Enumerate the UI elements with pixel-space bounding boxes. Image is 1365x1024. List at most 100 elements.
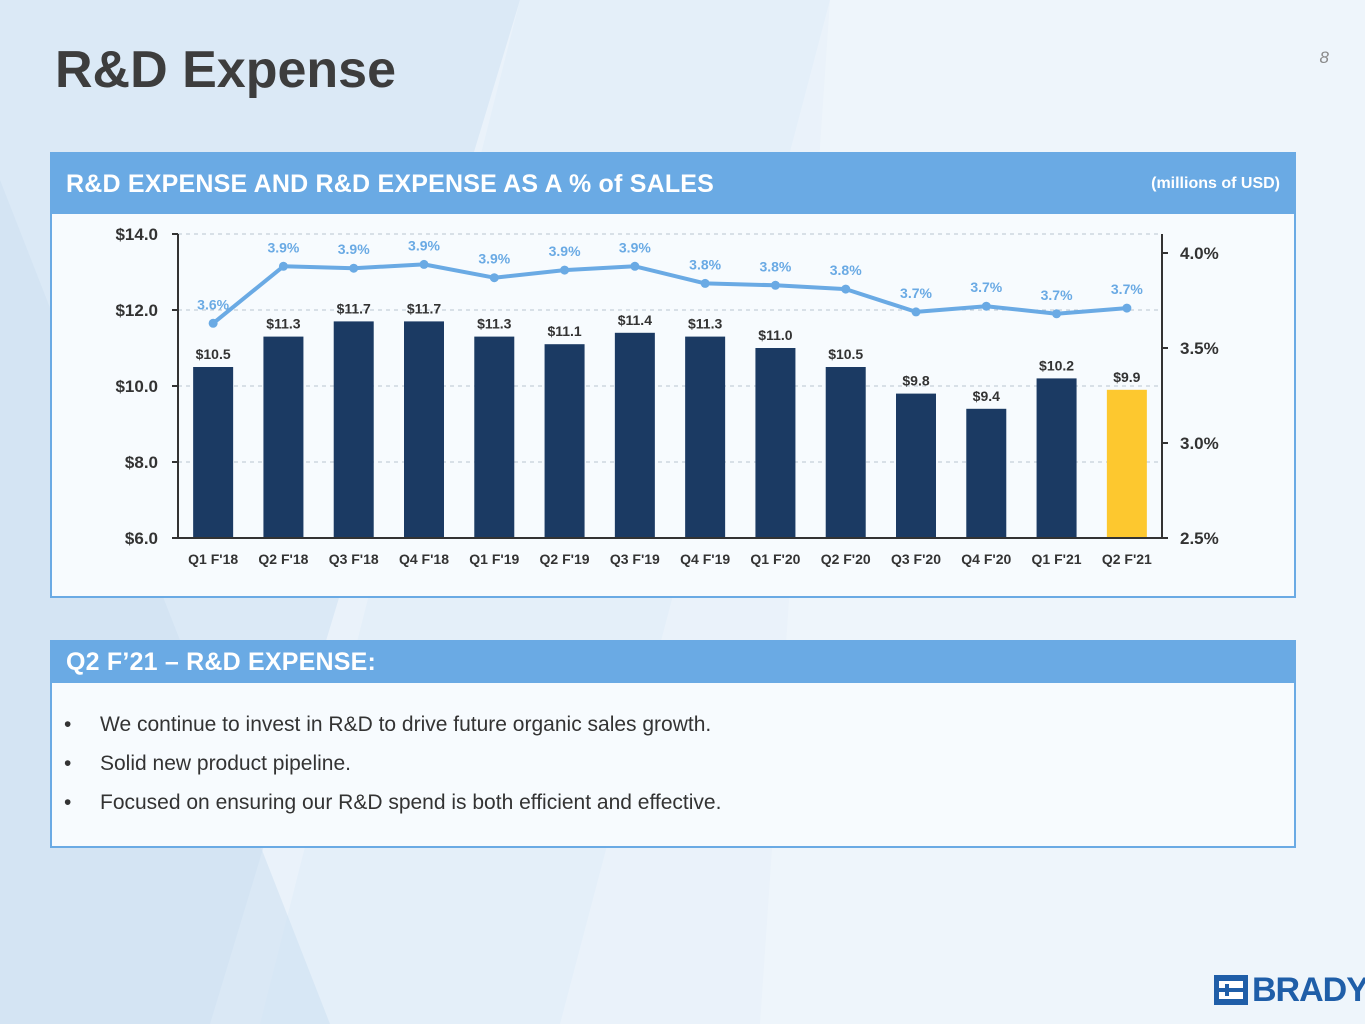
x-tick-label: Q4 F'18: [399, 551, 449, 567]
x-tick-label: Q3 F'19: [610, 551, 660, 567]
bullet-dot: •: [64, 791, 72, 814]
bar: [614, 332, 655, 538]
percent-value-label: 3.7%: [1111, 281, 1143, 297]
bar-value-label: $9.9: [1113, 369, 1140, 385]
bullet-text: Solid new product pipeline.: [100, 752, 351, 775]
percent-point: [1122, 303, 1132, 313]
x-tick-label: Q2 F'19: [540, 551, 590, 567]
percent-value-label: 3.7%: [970, 279, 1002, 295]
bar-value-label: $10.5: [196, 346, 231, 362]
percent-value-label: 3.9%: [408, 237, 440, 253]
x-tick-label: Q3 F'18: [329, 551, 379, 567]
bullet-dot: •: [64, 752, 72, 775]
y-right-tick-label: 3.5%: [1180, 339, 1219, 358]
percent-value-label: 3.8%: [830, 262, 862, 278]
x-tick-label: Q1 F'20: [750, 551, 800, 567]
percent-point: [419, 259, 429, 269]
y-left-tick-label: $6.0: [125, 529, 158, 548]
x-tick-label: Q2 F'21: [1102, 551, 1152, 567]
notes-panel-header: Q2 F’21 – R&D EXPENSE:: [52, 642, 1294, 683]
bar-value-label: $11.0: [758, 327, 792, 343]
chart-panel: R&D EXPENSE AND R&D EXPENSE AS A % of SA…: [50, 152, 1296, 598]
percent-point: [770, 280, 780, 290]
bar-value-label: $11.3: [688, 316, 722, 332]
percent-point: [349, 263, 359, 273]
x-tick-label: Q2 F'20: [821, 551, 871, 567]
bar: [544, 344, 585, 538]
x-tick-label: Q3 F'20: [891, 551, 941, 567]
percent-point: [841, 284, 851, 294]
bar: [1036, 378, 1077, 538]
bar-value-label: $11.4: [618, 312, 652, 328]
percent-value-label: 3.7%: [900, 285, 932, 301]
chart-unit-note: (millions of USD): [1151, 175, 1280, 192]
bar: [896, 393, 936, 538]
page-number: 8: [1319, 48, 1329, 67]
y-right-tick-label: 3.0%: [1180, 434, 1219, 453]
percent-point: [911, 307, 921, 317]
y-left-tick-label: $14.0: [115, 225, 158, 244]
bullet-text: Focused on ensuring our R&D spend is bot…: [100, 791, 722, 814]
notes-panel: Q2 F’21 – R&D EXPENSE: • We continue to i…: [50, 640, 1296, 848]
percent-point: [278, 261, 288, 271]
y-left-tick-label: $12.0: [115, 301, 158, 320]
bar: [474, 336, 515, 538]
bar: [193, 367, 234, 538]
percent-point: [630, 261, 640, 271]
bullet-item: • Focused on ensuring our R&D spend is bo…: [64, 783, 1294, 822]
bar-value-label: $11.7: [337, 300, 371, 316]
bar: [755, 348, 796, 538]
y-left-tick-label: $10.0: [115, 377, 158, 396]
bar: [1106, 389, 1147, 538]
percent-point: [700, 278, 710, 288]
bar-value-label: $10.2: [1039, 357, 1074, 373]
y-left-tick-label: $8.0: [125, 453, 158, 472]
x-tick-label: Q4 F'20: [961, 551, 1011, 567]
percent-value-label: 3.9%: [267, 239, 299, 255]
percent-value-label: 3.9%: [619, 239, 651, 255]
rd-expense-chart: $14.0 $12.0 $10.0 $8.0 $6.0 4.0% 3.5% 3.0% 2.5% $…: [115, 225, 1219, 567]
y-right-tick-label: 2.5%: [1180, 529, 1219, 548]
percent-value-label: 3.9%: [338, 241, 370, 257]
page-title: R&D Expense: [55, 41, 396, 99]
bar-value-label: $11.3: [266, 316, 300, 332]
percent-point: [489, 273, 499, 283]
notes-bullet-list: • We continue to invest in R&D to drive f…: [52, 683, 1294, 822]
bar-value-label: $11.1: [547, 323, 581, 339]
bar-value-label: $11.7: [407, 300, 441, 316]
bar-value-label: $10.5: [828, 346, 863, 362]
percent-point: [981, 301, 991, 311]
percent-value-label: 3.6%: [197, 296, 229, 312]
bar: [966, 408, 1007, 538]
bar: [263, 336, 304, 538]
percent-of-sales-line: [211, 262, 1128, 325]
x-tick-label: Q1 F'19: [469, 551, 519, 567]
bar-value-label: $9.4: [973, 388, 1000, 404]
bullet-text: We continue to invest in R&D to drive fu…: [100, 713, 712, 736]
brady-logo-icon: [1214, 975, 1248, 1005]
bar-value-label: $11.3: [477, 316, 511, 332]
bar: [685, 336, 726, 538]
percent-point: [1052, 309, 1062, 319]
y-right-tick-label: 4.0%: [1180, 244, 1219, 263]
bar: [333, 321, 374, 538]
x-tick-label: Q1 F'21: [1032, 551, 1082, 567]
notes-panel-title: Q2 F’21 – R&D EXPENSE:: [66, 648, 377, 676]
bar-value-label: $9.8: [902, 373, 929, 389]
x-tick-label: Q2 F'18: [258, 551, 308, 567]
bar: [825, 367, 866, 538]
percent-point: [208, 318, 218, 328]
chart-panel-title: R&D EXPENSE AND R&D EXPENSE AS A % of SA…: [66, 169, 715, 198]
percent-value-label: 3.7%: [1041, 287, 1073, 303]
x-tick-label: Q4 F'19: [680, 551, 730, 567]
percent-point: [560, 265, 570, 275]
chart-panel-header: R&D EXPENSE AND R&D EXPENSE AS A % of SA…: [52, 154, 1294, 214]
x-tick-label: Q1 F'18: [188, 551, 238, 567]
percent-value-label: 3.8%: [759, 258, 791, 274]
brady-logo: BRADY: [1214, 971, 1365, 1009]
percent-value-label: 3.9%: [549, 243, 581, 259]
bullet-item: • Solid new product pipeline.: [64, 744, 1294, 783]
percent-value-label: 3.8%: [689, 256, 721, 272]
bullet-dot: •: [64, 713, 72, 736]
bar: [404, 321, 444, 538]
